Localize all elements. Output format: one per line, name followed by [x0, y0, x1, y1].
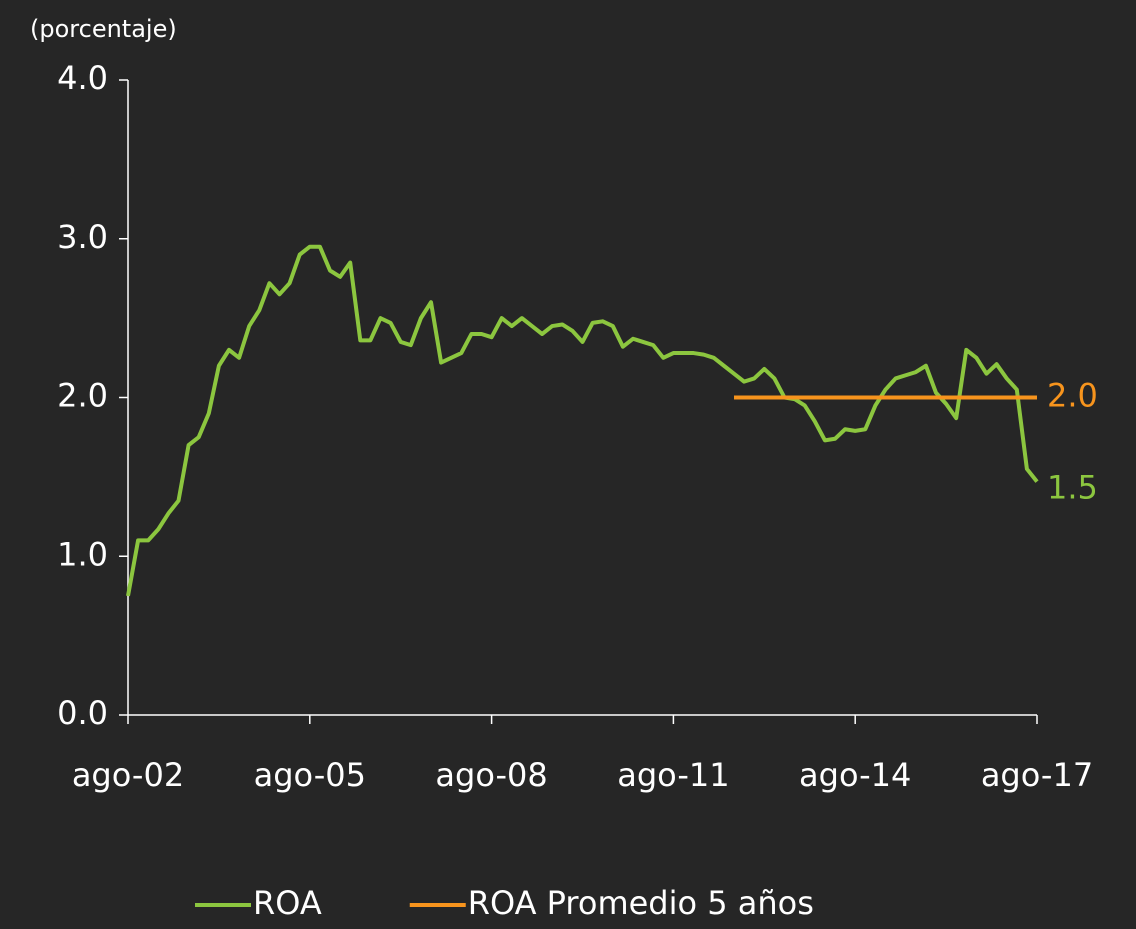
- legend-label: ROA: [253, 884, 322, 922]
- x-tick-label: ago-17: [981, 756, 1093, 794]
- x-tick-label: ago-11: [617, 756, 729, 794]
- legend-label: ROA Promedio 5 años: [468, 884, 814, 922]
- value-label: 1.5: [1047, 469, 1098, 507]
- y-axis-label: (porcentaje): [30, 15, 177, 43]
- y-tick-label: 3.0: [57, 218, 108, 256]
- x-tick-label: ago-02: [72, 756, 184, 794]
- x-tick-label: ago-14: [799, 756, 911, 794]
- x-tick-label: ago-05: [254, 756, 366, 794]
- y-tick-label: 4.0: [57, 59, 108, 97]
- x-tick-label: ago-08: [435, 756, 547, 794]
- y-tick-label: 1.0: [57, 535, 108, 573]
- y-tick-label: 2.0: [57, 377, 108, 415]
- y-tick-label: 0.0: [57, 694, 108, 732]
- value-label: 2.0: [1047, 377, 1098, 415]
- line-series: [126, 244, 1039, 597]
